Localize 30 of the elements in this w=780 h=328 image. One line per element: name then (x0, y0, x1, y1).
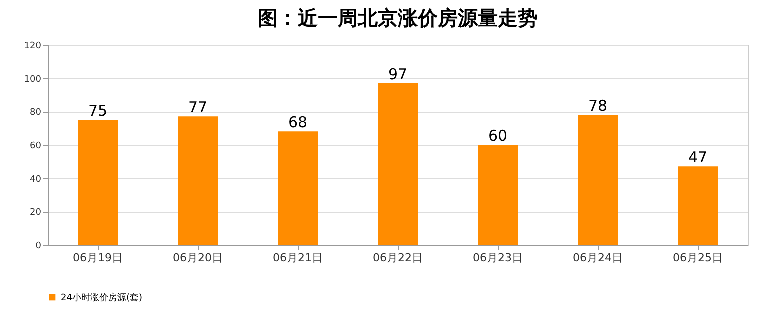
chart-title: 图：近一周北京涨价房源量走势 (258, 6, 538, 30)
data-label: 77 (188, 98, 208, 117)
x-tick-label: 06月23日 (473, 252, 523, 264)
bar (78, 120, 118, 245)
y-tick-label: 80 (30, 108, 42, 118)
data-label: 60 (488, 127, 508, 145)
x-tick-label: 06月20日 (173, 252, 223, 264)
bar (378, 83, 418, 245)
legend-label: 24小时涨价房源(套) (61, 292, 142, 304)
bar (278, 132, 318, 245)
y-tick-label: 100 (24, 74, 42, 85)
y-tick-label: 60 (30, 142, 42, 152)
bar (478, 145, 518, 245)
data-label: 75 (88, 102, 108, 120)
bar (578, 115, 618, 245)
y-tick-label: 120 (24, 42, 42, 52)
bar (678, 166, 718, 245)
data-label: 78 (588, 97, 608, 115)
y-tick-label: 40 (30, 174, 42, 185)
x-tick-label: 06月21日 (273, 252, 323, 264)
data-label: 68 (288, 114, 308, 132)
data-label: 97 (388, 65, 408, 84)
y-tick-label: 20 (30, 208, 42, 218)
x-tick-label: 06月19日 (73, 252, 123, 264)
y-tick-label: 0 (36, 242, 42, 252)
x-tick-label: 06月24日 (573, 252, 623, 264)
x-tick-label: 06月22日 (373, 252, 423, 264)
x-tick-label: 06月25日 (673, 252, 723, 264)
bar (178, 116, 218, 245)
data-label: 47 (688, 148, 708, 167)
